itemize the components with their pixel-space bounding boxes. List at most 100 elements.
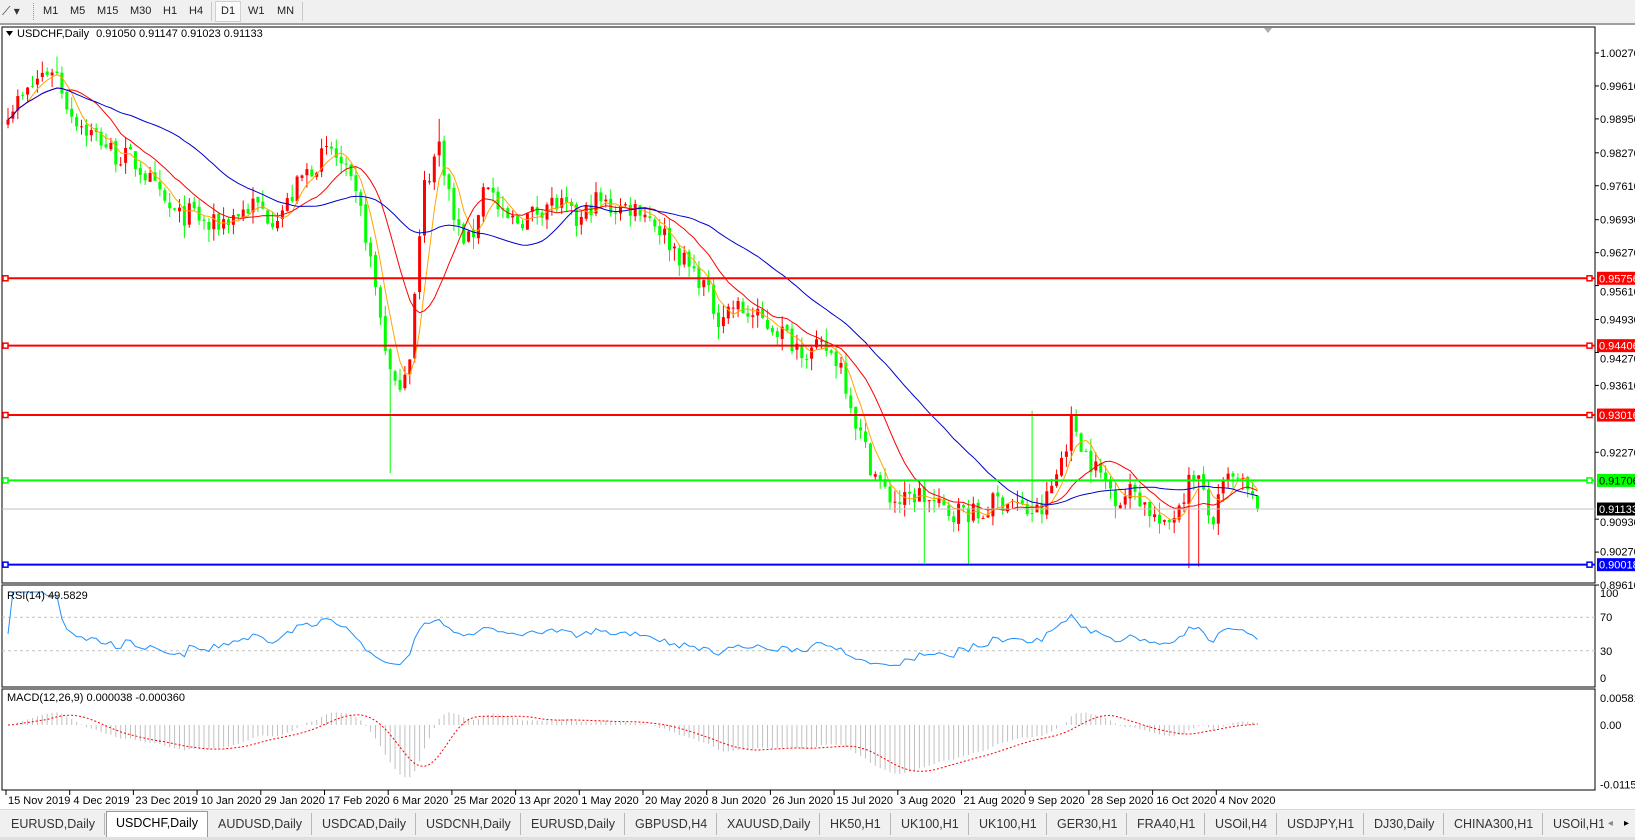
candle[interactable] bbox=[300, 174, 304, 182]
tab-audusd-daily[interactable]: AUDUSD,Daily bbox=[209, 813, 313, 835]
tab-china300-h1[interactable]: CHINA300,H1 bbox=[1445, 813, 1544, 835]
timeframe-m15[interactable]: M15 bbox=[97, 5, 119, 17]
candle[interactable] bbox=[99, 127, 103, 150]
candle[interactable] bbox=[192, 196, 196, 212]
line-handle[interactable] bbox=[2, 561, 9, 568]
candle[interactable] bbox=[1045, 481, 1049, 520]
candle[interactable] bbox=[712, 277, 716, 320]
candle[interactable] bbox=[251, 187, 255, 224]
candle[interactable] bbox=[1172, 510, 1176, 534]
candle[interactable] bbox=[50, 68, 54, 87]
candle[interactable] bbox=[246, 203, 250, 215]
candle[interactable] bbox=[403, 365, 407, 391]
timeframe-h1[interactable]: H1 bbox=[163, 5, 178, 17]
candle[interactable] bbox=[614, 205, 618, 225]
tab-usdcnh-daily[interactable]: USDCNH,Daily bbox=[417, 813, 521, 835]
candle[interactable] bbox=[261, 190, 265, 210]
candle[interactable] bbox=[369, 237, 373, 268]
chart-shift-marker-icon[interactable] bbox=[1264, 28, 1272, 33]
line-handle[interactable] bbox=[1586, 411, 1593, 419]
candle[interactable] bbox=[187, 198, 191, 228]
candle[interactable] bbox=[290, 184, 294, 204]
candle[interactable] bbox=[129, 143, 132, 150]
candle[interactable] bbox=[325, 136, 328, 155]
candle[interactable] bbox=[957, 498, 961, 532]
candle[interactable] bbox=[462, 222, 466, 246]
candle[interactable] bbox=[236, 213, 240, 221]
toolbar-grip[interactable] bbox=[33, 3, 36, 20]
candle[interactable] bbox=[952, 511, 956, 533]
candle[interactable] bbox=[555, 194, 559, 213]
candle[interactable] bbox=[320, 138, 324, 178]
candle[interactable] bbox=[1226, 467, 1230, 489]
candle[interactable] bbox=[511, 210, 515, 225]
tab-usoil-h4[interactable]: USOil,H4 bbox=[1206, 813, 1278, 835]
candle[interactable] bbox=[908, 483, 912, 505]
line-handle[interactable] bbox=[1586, 477, 1593, 484]
candle[interactable] bbox=[619, 198, 622, 221]
candle[interactable] bbox=[408, 359, 412, 385]
candle[interactable] bbox=[834, 347, 838, 379]
candle[interactable] bbox=[55, 56, 59, 74]
candle[interactable] bbox=[839, 357, 843, 374]
candle[interactable] bbox=[31, 75, 34, 88]
candle[interactable] bbox=[266, 209, 270, 225]
candle[interactable] bbox=[65, 91, 69, 114]
tab-ger30-h1[interactable]: GER30,H1 bbox=[1048, 813, 1128, 835]
candle[interactable] bbox=[447, 173, 451, 201]
candle[interactable] bbox=[913, 488, 916, 512]
candle[interactable] bbox=[1158, 502, 1161, 534]
candle[interactable] bbox=[432, 153, 436, 191]
candle[interactable] bbox=[383, 305, 387, 356]
candle[interactable] bbox=[844, 352, 848, 400]
candle[interactable] bbox=[1104, 465, 1108, 490]
candle[interactable] bbox=[864, 423, 867, 448]
candle[interactable] bbox=[496, 186, 500, 217]
candle[interactable] bbox=[677, 244, 681, 277]
candle[interactable] bbox=[560, 189, 564, 214]
candle[interactable] bbox=[398, 368, 402, 393]
line-handle[interactable] bbox=[2, 411, 9, 419]
candle[interactable] bbox=[163, 187, 167, 204]
candle[interactable] bbox=[80, 119, 83, 135]
candle[interactable] bbox=[467, 230, 471, 243]
candle[interactable] bbox=[344, 157, 348, 176]
candle[interactable] bbox=[1231, 471, 1235, 488]
candle[interactable] bbox=[1020, 491, 1024, 506]
timeframe-mn[interactable]: MN bbox=[277, 5, 295, 17]
candle[interactable] bbox=[423, 170, 426, 243]
candle[interactable] bbox=[643, 206, 647, 223]
candle[interactable] bbox=[271, 211, 275, 230]
line-handle[interactable] bbox=[1586, 342, 1593, 349]
tab-hk50-h1[interactable]: HK50,H1 bbox=[821, 813, 891, 835]
candle[interactable] bbox=[525, 212, 529, 230]
candle[interactable] bbox=[516, 214, 520, 225]
candle[interactable] bbox=[6, 108, 10, 129]
candle[interactable] bbox=[966, 499, 970, 565]
candle[interactable] bbox=[418, 229, 422, 300]
candle[interactable] bbox=[202, 215, 206, 230]
candle[interactable] bbox=[986, 506, 990, 518]
candle[interactable] bbox=[227, 217, 230, 234]
candle[interactable] bbox=[530, 206, 534, 222]
tab-gbpusd-h4[interactable]: GBPUSD,H4 bbox=[626, 813, 718, 835]
candle[interactable] bbox=[1089, 438, 1093, 484]
candle[interactable] bbox=[339, 145, 343, 174]
candle[interactable] bbox=[692, 254, 696, 273]
line-handle[interactable] bbox=[1586, 561, 1593, 568]
candle[interactable] bbox=[158, 169, 162, 197]
candle[interactable] bbox=[84, 119, 88, 147]
timeframe-m5[interactable]: M5 bbox=[70, 5, 86, 17]
candle[interactable] bbox=[1241, 473, 1245, 490]
timeframe-w1[interactable]: W1 bbox=[248, 5, 265, 17]
candle[interactable] bbox=[295, 175, 299, 204]
scroll-right-icon[interactable]: ▸ bbox=[1623, 818, 1629, 829]
candle[interactable] bbox=[481, 183, 485, 223]
candle[interactable] bbox=[819, 336, 823, 350]
candle[interactable] bbox=[1177, 503, 1181, 523]
timeframe-d1[interactable]: D1 bbox=[215, 1, 242, 22]
tab-eurusd-daily[interactable]: EURUSD,Daily bbox=[522, 813, 626, 835]
candle[interactable] bbox=[775, 327, 779, 345]
candle[interactable] bbox=[153, 160, 157, 182]
